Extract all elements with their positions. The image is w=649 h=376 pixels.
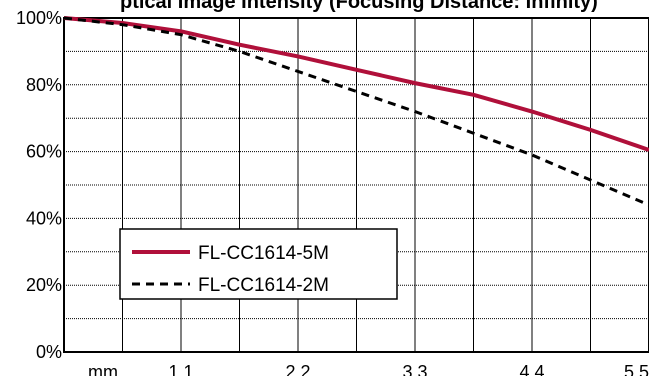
legend: FL-CC1614-5M FL-CC1614-2M [119,228,398,300]
y-tick-label: 60% [26,142,62,162]
chart-title: ptical Image Intensity (Focusing Distanc… [120,0,598,13]
x-tick-labels: mm 1.1 2.2 3.3 4.4 5.5 [88,362,649,376]
legend-box [119,228,398,300]
y-tick-label: 0% [36,342,62,362]
x-tick-label: 4.4 [519,362,544,376]
y-tick-label: 20% [26,275,62,295]
x-tick-label: 1.1 [168,362,193,376]
y-tick-labels: 0% 20% 40% 60% 80% 100% [16,8,62,362]
x-unit-label: mm [88,362,118,376]
y-tick-label: 80% [26,75,62,95]
series-lines [63,16,649,207]
x-tick-label: 5.5 [624,362,649,376]
legend-label-5m: FL-CC1614-5M [198,243,329,264]
y-tick-label: 100% [16,8,62,28]
x-tick-label: 3.3 [402,362,427,376]
x-tick-label: 2.2 [285,362,310,376]
series-line-2m [63,16,649,207]
legend-label-2m: FL-CC1614-2M [198,275,329,296]
series-line-5m [63,16,649,152]
y-tick-label: 40% [26,208,62,228]
grid-lines [64,18,649,352]
